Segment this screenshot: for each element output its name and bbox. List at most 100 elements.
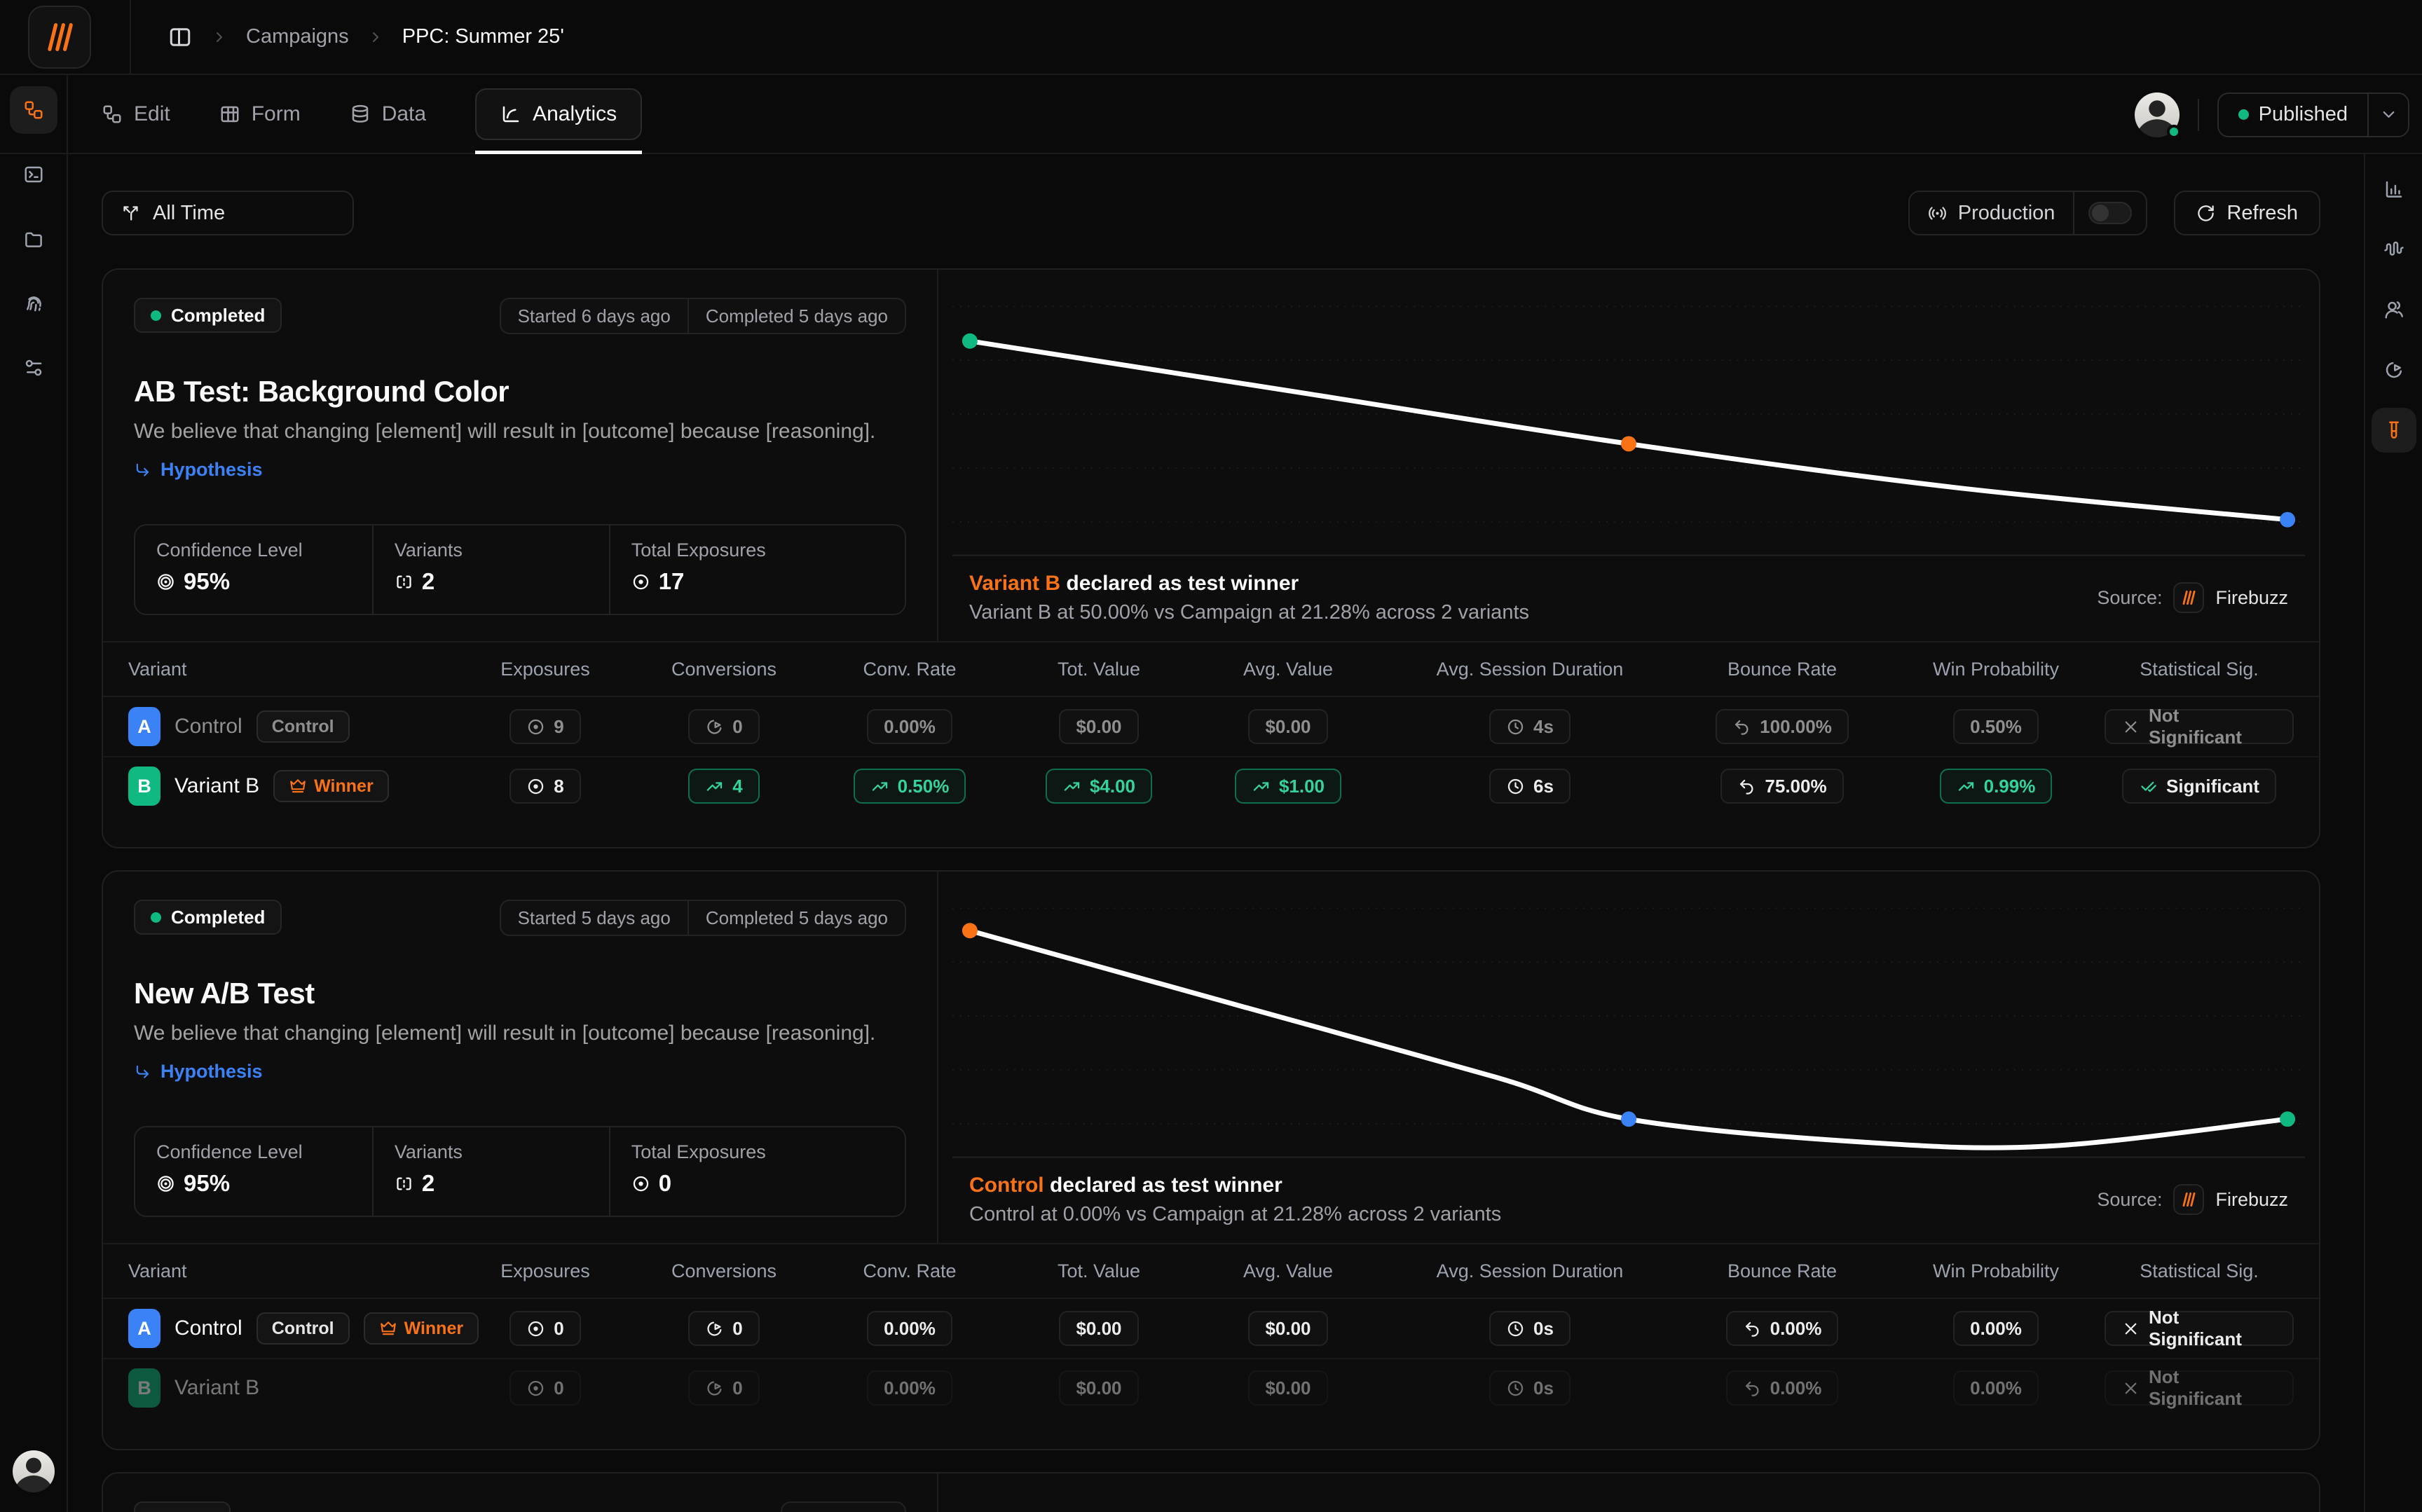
trending-up-icon <box>1062 777 1081 796</box>
variants-value: 2 <box>421 568 435 594</box>
time-range-filter[interactable]: All Time <box>102 191 354 235</box>
test-dates-badge: Started 6 days ago Completed 5 days ago <box>499 298 906 334</box>
breadcrumb-campaigns[interactable]: Campaigns <box>246 25 349 48</box>
refresh-icon <box>2196 204 2215 223</box>
waveform-icon <box>2383 239 2404 260</box>
test-description: We believe that changing [element] will … <box>134 420 876 443</box>
avg-value: $1.00 <box>1234 769 1342 804</box>
confidence-label: Confidence Level <box>156 539 303 561</box>
sidebar-user-avatar[interactable] <box>12 1450 55 1492</box>
analytics-nav-realtime[interactable] <box>2372 227 2416 272</box>
sidebar-item-console[interactable] <box>10 151 57 198</box>
winner-announcement: Variant B declared as test winner Varian… <box>969 571 1530 624</box>
tab-form[interactable]: Form <box>219 102 301 126</box>
test-stats: Confidence Level 95% Variants 2 Total Ex… <box>134 524 906 615</box>
app-logo[interactable] <box>28 5 91 69</box>
test-dates-badge: Not started <box>780 1501 906 1512</box>
published-status-dot <box>2238 109 2249 120</box>
sidebar-toggle-button[interactable] <box>167 25 193 50</box>
corner-down-right-icon <box>134 1063 152 1081</box>
bounce-rate-value: 100.00% <box>1716 709 1849 744</box>
environment-toggle[interactable] <box>2088 202 2133 224</box>
exposures-value: 0 <box>509 1311 581 1346</box>
conv-rate-value: 0.00% <box>867 1370 952 1406</box>
significance-badge: Not Significant <box>2105 705 2294 748</box>
tab-analytics[interactable]: Analytics <box>475 88 643 154</box>
x-icon <box>2121 717 2140 736</box>
variants-value: 2 <box>421 1170 435 1196</box>
winner-announcement: Control declared as test winner Control … <box>969 1173 1502 1225</box>
crown-icon <box>379 1319 397 1338</box>
variants-icon <box>395 572 413 591</box>
analytics-nav-audience[interactable] <box>2372 287 2416 332</box>
sidebar-item-campaigns[interactable] <box>9 86 57 134</box>
tab-edit[interactable]: Edit <box>102 102 170 126</box>
variant-name: Control <box>175 715 242 738</box>
refresh-button[interactable]: Refresh <box>2174 191 2320 235</box>
tab-bar: Edit Form Data Analytics Published <box>0 75 2422 154</box>
sidebar-item-files[interactable] <box>10 215 57 263</box>
test-description: We believe that changing [element] will … <box>134 1022 876 1045</box>
breadcrumb: Campaigns PPC: Summer 25' <box>131 25 564 50</box>
test-title: AB Test: Background Color <box>134 375 509 408</box>
significance-badge: Not Significant <box>2105 1307 2294 1349</box>
bounce-icon <box>1743 1319 1762 1338</box>
significance-badge: Significant <box>2122 769 2276 804</box>
workflow-icon <box>23 99 44 121</box>
eye-icon <box>526 717 545 736</box>
total-exposures-value: 17 <box>658 568 685 594</box>
win-probability-value: 0.00% <box>1953 1311 2039 1346</box>
fingerprint-icon <box>23 293 44 314</box>
check-check-icon <box>2139 777 2158 796</box>
clock-icon <box>1506 1319 1525 1338</box>
test-tube-icon <box>2383 420 2404 441</box>
radio-icon <box>1928 204 1947 223</box>
sidebar-item-tracking[interactable] <box>10 280 57 327</box>
hypothesis-link[interactable]: Hypothesis <box>134 459 263 481</box>
published-button[interactable]: Published <box>2219 94 2367 136</box>
sidebar-item-settings[interactable] <box>10 344 57 392</box>
table-header: Variant Exposures Conversions Conv. Rate T… <box>103 1244 2319 1299</box>
hypothesis-link[interactable]: Hypothesis <box>134 1061 263 1083</box>
tot-value: $0.00 <box>1059 1370 1139 1406</box>
winner-variant-name: Variant B <box>969 571 1061 595</box>
corner-down-right-icon <box>134 461 152 479</box>
variant-letter-badge: A <box>128 1309 160 1348</box>
bounce-rate-value: 0.00% <box>1725 1370 1839 1406</box>
win-probability-value: 0.50% <box>1953 709 2039 744</box>
tot-value: $0.00 <box>1059 1311 1139 1346</box>
analytics-nav-overview[interactable] <box>2372 167 2416 212</box>
time-range-label: All Time <box>153 201 226 224</box>
publish-menu-button[interactable] <box>2367 93 2408 136</box>
variant-name: Control <box>175 1317 242 1340</box>
status-dot <box>151 912 161 923</box>
firebuzz-logo-icon <box>41 19 78 55</box>
avg-value: $0.00 <box>1248 1311 1328 1346</box>
tab-label: Edit <box>134 102 170 125</box>
analytics-nav-ab-tests[interactable] <box>2371 408 2416 453</box>
goal-icon <box>705 717 724 736</box>
variants-label: Variants <box>394 539 463 561</box>
table-row: A Control Control 9 0 0.00% $0.00 $0.00 … <box>103 697 2319 756</box>
left-sidebar <box>0 75 68 1512</box>
goal-icon <box>705 1379 724 1398</box>
total-exposures-label: Total Exposures <box>631 1141 766 1162</box>
test-dates-badge: Started 5 days ago Completed 5 days ago <box>499 900 906 936</box>
firebuzz-logo-chip <box>2173 582 2205 613</box>
trending-up-icon <box>1957 777 1976 796</box>
analytics-nav-conversions[interactable] <box>2372 348 2416 392</box>
significance-badge: Not Significant <box>2105 1366 2294 1409</box>
total-exposures-value: 0 <box>658 1170 672 1196</box>
status-badge: Completed <box>134 900 282 935</box>
session-duration-value: 4s <box>1489 709 1571 744</box>
tab-data[interactable]: Data <box>350 102 426 126</box>
status-badge: Draft <box>134 1501 231 1512</box>
confidence-value: 95% <box>184 1170 231 1196</box>
terminal-icon <box>23 164 44 185</box>
user-avatar[interactable] <box>2134 92 2181 139</box>
goal-icon <box>2383 359 2404 380</box>
session-duration-value: 0s <box>1489 1311 1571 1346</box>
x-icon <box>2121 1319 2140 1338</box>
variant-letter-badge: A <box>128 707 160 746</box>
confidence-value: 95% <box>184 568 231 594</box>
